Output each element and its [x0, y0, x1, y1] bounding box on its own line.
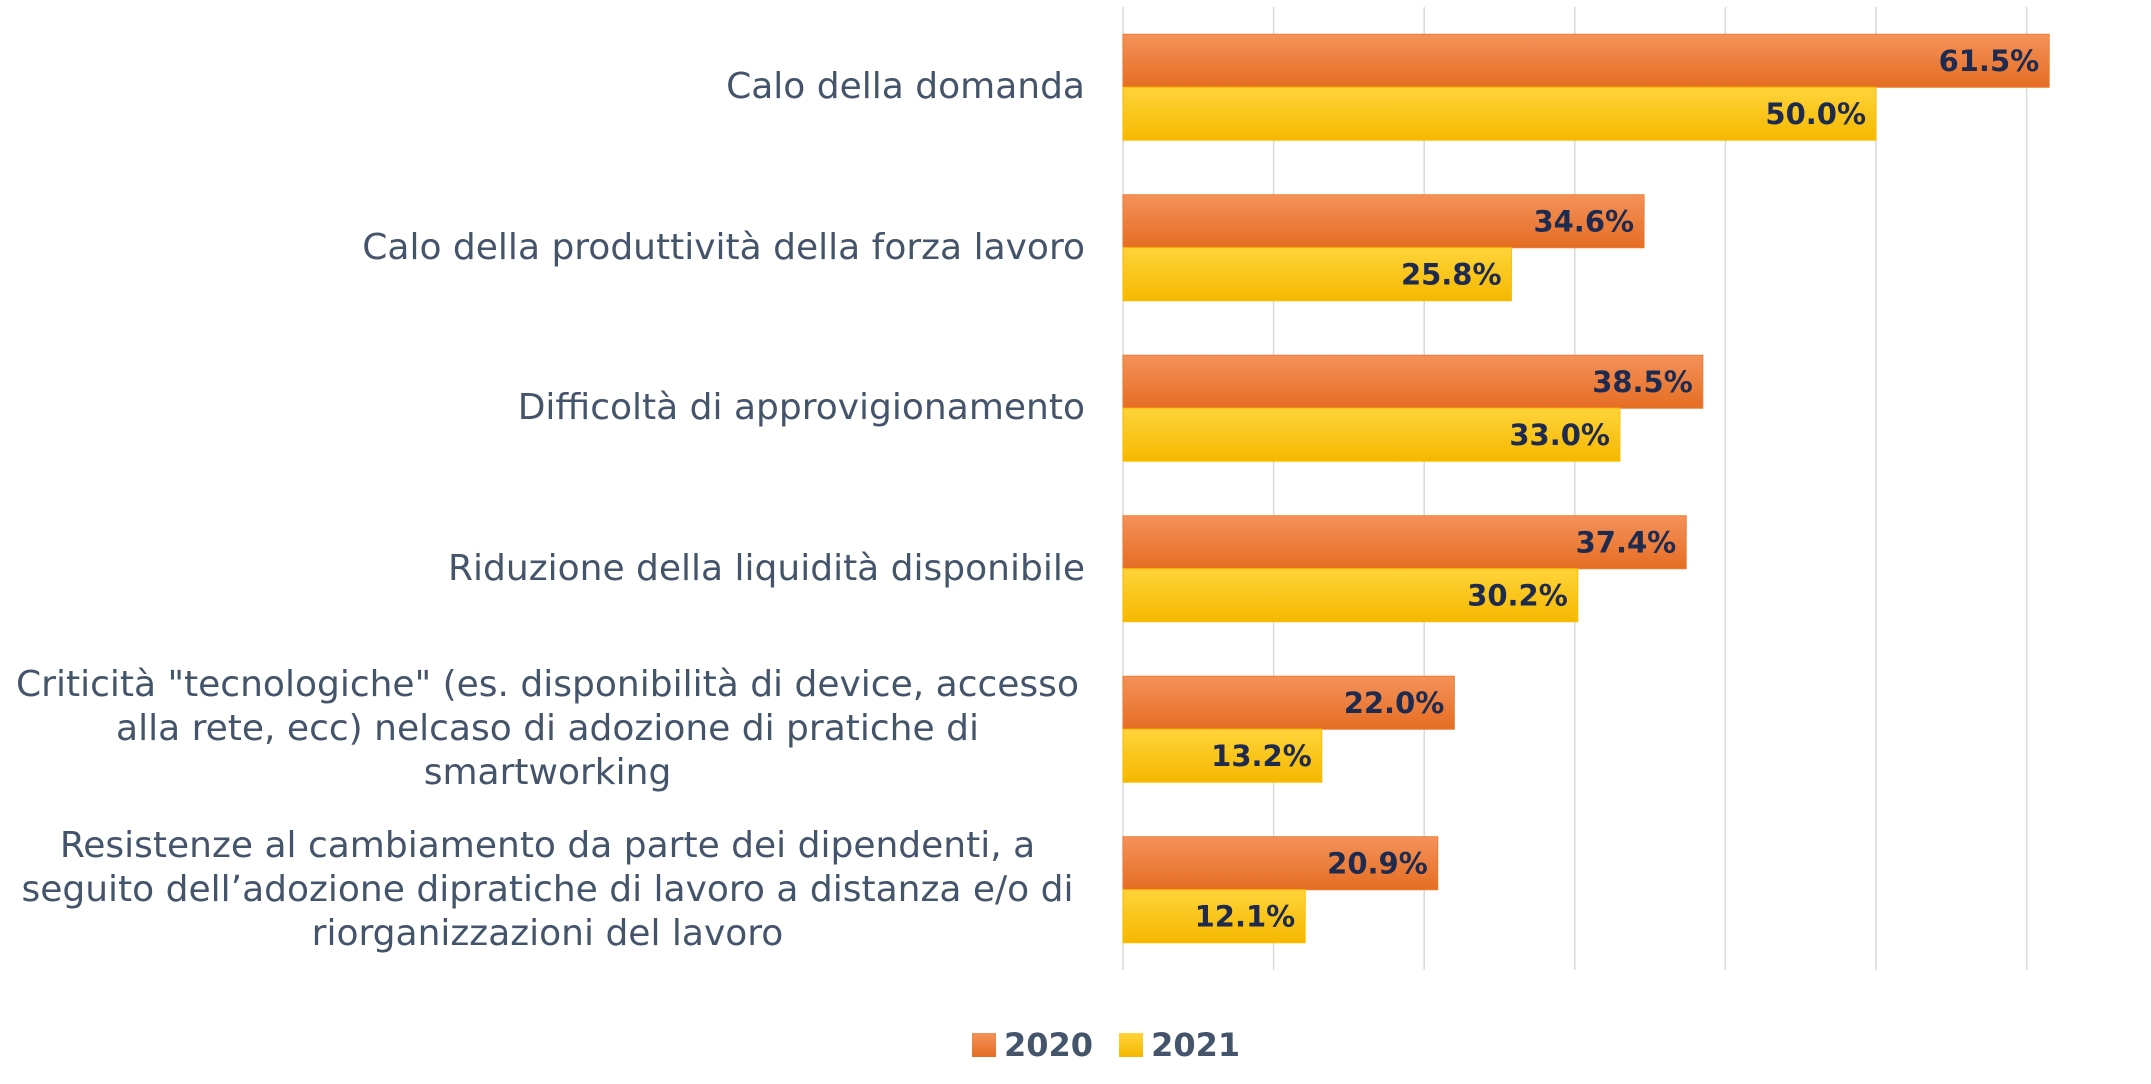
legend-swatch — [972, 1033, 996, 1057]
bar — [1122, 247, 1513, 302]
data-label: 12.1% — [1195, 899, 1296, 933]
category-label: Calo della produttività della forza lavo… — [362, 226, 1085, 268]
category-label-box: Difficoltà di approvigionamento — [0, 328, 1085, 488]
category-label: Criticità "tecnologiche" (es. disponibil… — [16, 664, 1079, 794]
bar — [1122, 515, 1687, 570]
bar — [1122, 407, 1621, 462]
data-label: 22.0% — [1344, 686, 1445, 720]
category-label-box: Calo della domanda — [0, 7, 1085, 167]
bar — [1122, 568, 1579, 623]
bar — [1122, 354, 1704, 409]
bar — [1122, 194, 1645, 249]
category-label-box: Riduzione della liquidità disponibile — [0, 489, 1085, 649]
data-label: 34.6% — [1533, 204, 1634, 238]
bar — [1122, 86, 1877, 141]
data-label: 33.0% — [1509, 418, 1610, 452]
bar — [1122, 836, 1439, 891]
category-label-box: Calo della produttività della forza lavo… — [0, 168, 1085, 328]
category-label: Calo della domanda — [726, 66, 1085, 108]
data-label: 30.2% — [1467, 578, 1568, 612]
bar — [1122, 728, 1323, 783]
data-label: 61.5% — [1939, 44, 2040, 78]
data-label: 13.2% — [1211, 739, 1312, 773]
legend-label: 2021 — [1151, 1026, 1240, 1064]
category-label: Resistenze al cambiamento da parte dei d… — [21, 824, 1074, 954]
bar — [1122, 675, 1455, 730]
category-label: Difficoltà di approvigionamento — [517, 387, 1085, 429]
bar — [1122, 33, 2050, 88]
legend-swatch — [1119, 1033, 1144, 1057]
data-label: 37.4% — [1576, 525, 1677, 559]
data-label: 38.5% — [1592, 365, 1693, 399]
category-label-box: Criticità "tecnologiche" (es. disponibil… — [0, 649, 1085, 809]
data-label: 50.0% — [1765, 97, 1866, 131]
category-label: Riduzione della liquidità disponibile — [448, 547, 1085, 589]
bar — [1122, 889, 1306, 944]
data-label: 20.9% — [1327, 846, 1428, 880]
data-label: 25.8% — [1401, 257, 1502, 291]
legend-label: 2020 — [1004, 1026, 1093, 1064]
category-label-box: Resistenze al cambiamento da parte dei d… — [0, 810, 1085, 970]
